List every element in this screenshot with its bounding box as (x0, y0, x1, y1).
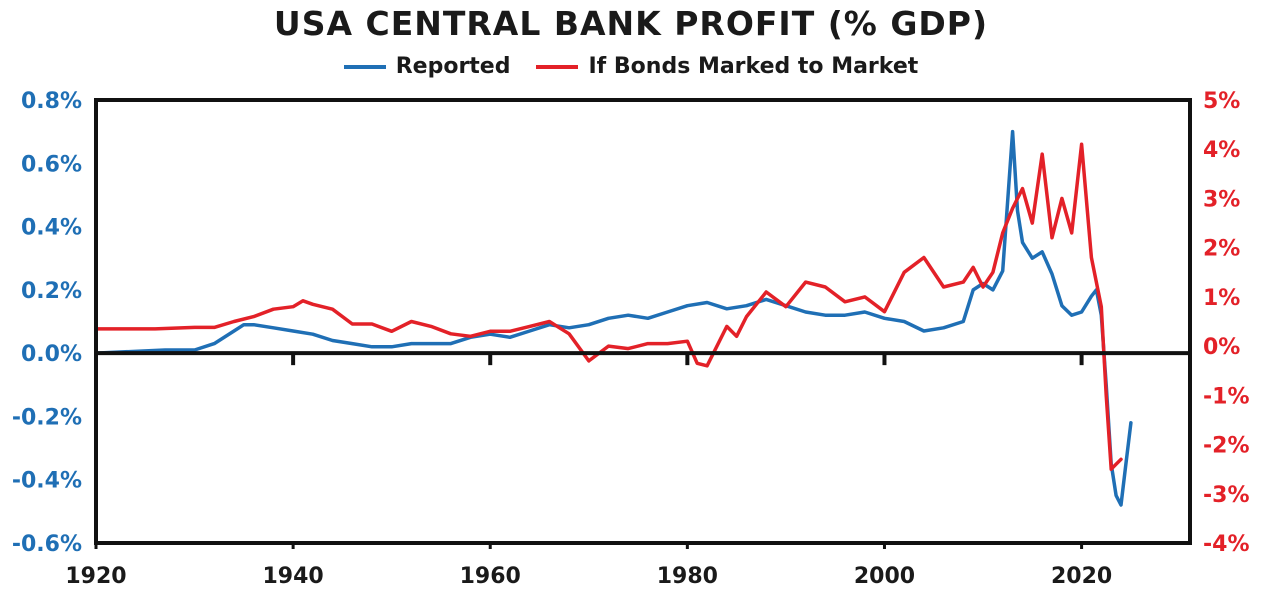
legend-item-reported: Reported (343, 54, 511, 79)
series-layer (94, 129, 1133, 507)
right-tick-label: -4% (1203, 532, 1249, 557)
chart-title: USA CENTRAL BANK PROFIT (% GDP) (273, 4, 989, 43)
x-tick-label: 2000 (854, 564, 915, 589)
left-tick-label: -0.4% (12, 469, 82, 494)
x-tick-label: 1940 (262, 564, 323, 589)
x-tick-label: 1980 (657, 564, 718, 589)
x-tick-label: 1960 (460, 564, 521, 589)
legend-swatch-reported (343, 64, 386, 69)
right-tick-label: 5% (1203, 89, 1240, 114)
right-tick-label: 4% (1203, 138, 1240, 163)
legend: Reported If Bonds Marked to Market (0, 54, 1262, 79)
left-tick-label: 0.4% (21, 216, 82, 241)
legend-item-marked: If Bonds Marked to Market (536, 54, 918, 79)
legend-label-marked: If Bonds Marked to Market (588, 54, 919, 79)
left-tick-label: -0.6% (12, 532, 82, 557)
left-tick-label: -0.2% (12, 405, 82, 430)
right-tick-label: 1% (1203, 286, 1240, 311)
right-tick-label: -2% (1203, 434, 1249, 459)
right-tick-label: 3% (1203, 187, 1240, 212)
left-axis-ticks: 0.8% 0.6% 0.4% 0.2% 0.0% -0.2% -0.4% -0.6% (12, 89, 82, 557)
x-axis-ticks: 1920 1940 1960 1980 2000 2020 (65, 564, 1112, 589)
series-line-marked (94, 142, 1123, 471)
x-tick-label: 1920 (65, 564, 126, 589)
right-tick-label: 2% (1203, 237, 1240, 262)
right-tick-label: 0% (1203, 335, 1240, 360)
legend-swatch-marked (536, 64, 579, 69)
x-tick-label: 2020 (1051, 564, 1112, 589)
right-axis-ticks: 5% 4% 3% 2% 1% 0% -1% -2% -3% -4% (1203, 89, 1249, 557)
left-tick-label: 0.6% (21, 152, 82, 177)
left-tick-label: 0.2% (21, 279, 82, 304)
left-tick-label: 0.8% (21, 89, 82, 114)
plot-border (94, 98, 1192, 545)
legend-label-reported: Reported (395, 54, 511, 79)
right-tick-label: -3% (1203, 483, 1249, 508)
series-line-reported (94, 129, 1133, 507)
plot-frame (94, 98, 1192, 549)
right-tick-label: -1% (1203, 384, 1249, 409)
left-tick-label: 0.0% (21, 342, 82, 367)
